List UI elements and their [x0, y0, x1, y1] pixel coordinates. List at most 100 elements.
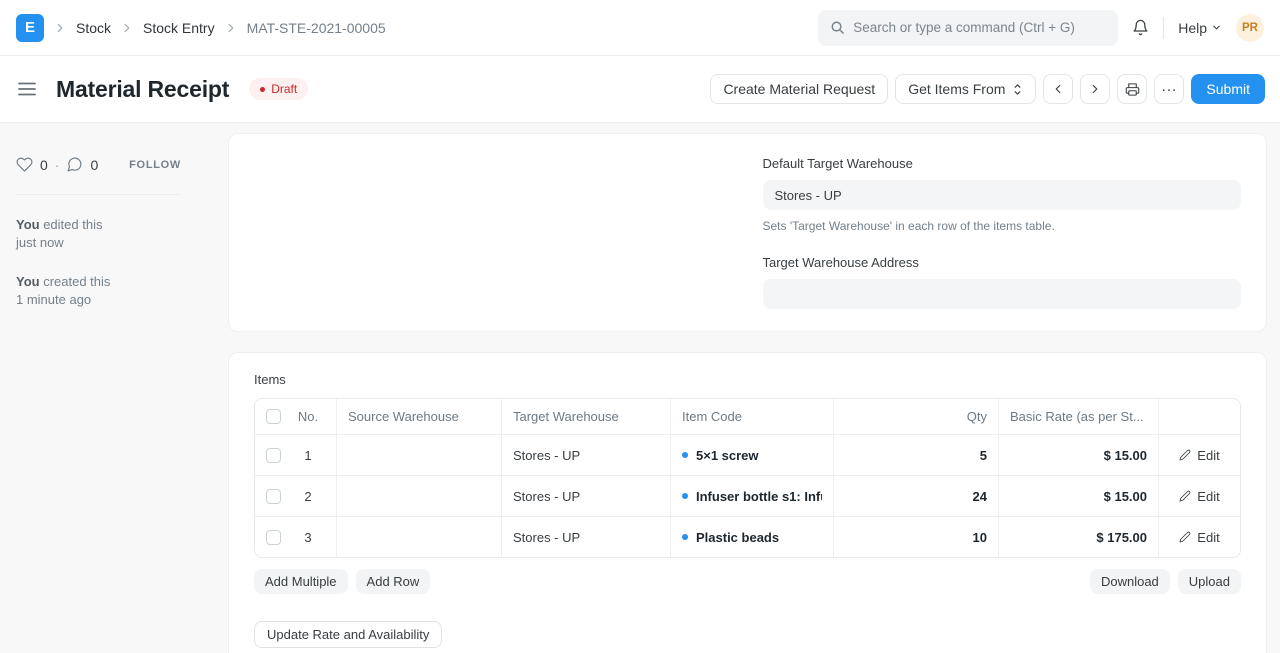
add-row-button[interactable]: Add Row [355, 569, 431, 594]
divider [16, 194, 181, 195]
add-multiple-button[interactable]: Add Multiple [254, 569, 348, 594]
default-target-warehouse-input[interactable] [762, 180, 1241, 210]
help-label: Help [1178, 19, 1207, 36]
search-icon [830, 20, 845, 35]
edit-row-button[interactable]: Edit [1179, 447, 1220, 463]
item-indicator-icon [682, 452, 688, 458]
prev-document-button[interactable] [1043, 74, 1074, 104]
form-body: Default Target Warehouse Sets 'Target Wa… [228, 123, 1280, 653]
warehouse-section: Default Target Warehouse Sets 'Target Wa… [228, 133, 1267, 332]
row-number: 1 [304, 447, 312, 463]
breadcrumb-document-id[interactable]: MAT-STE-2021-00005 [246, 19, 386, 36]
follow-button[interactable]: FOLLOW [129, 158, 181, 171]
qty-cell[interactable]: 24 [834, 476, 999, 516]
heart-icon[interactable] [16, 156, 33, 173]
target-warehouse-cell[interactable]: Stores - UP [502, 517, 671, 557]
chevron-right-icon [53, 21, 67, 35]
item-code-value: Plastic beads [696, 529, 780, 545]
edit-row-button[interactable]: Edit [1179, 489, 1220, 504]
submit-button[interactable]: Submit [1191, 74, 1265, 104]
global-search[interactable] [818, 9, 1119, 46]
items-table: No. Source Warehouse Target Warehouse It… [254, 398, 1241, 558]
basic-rate-cell[interactable]: $ 175.00 [999, 517, 1159, 557]
source-warehouse-cell[interactable] [337, 435, 502, 475]
items-section: Items No. Source Warehouse Target Wareho… [228, 352, 1267, 653]
breadcrumb-stock-entry[interactable]: Stock Entry [143, 19, 215, 36]
erpnext-logo[interactable]: E [16, 13, 44, 42]
timeline-action: edited this [39, 217, 103, 232]
search-input[interactable] [853, 20, 1107, 35]
row-number: 3 [304, 529, 312, 545]
breadcrumb: E Stock Stock Entry MAT-STE-2021-00005 [16, 13, 386, 42]
column-basic-rate: Basic Rate (as per St... [999, 399, 1159, 434]
chevron-right-icon [1088, 82, 1102, 96]
page-title: Material Receipt [56, 75, 230, 102]
row-checkbox[interactable] [266, 447, 281, 463]
basic-rate-cell[interactable]: $ 15.00 [999, 476, 1159, 516]
form-sidebar: 0 · 0 FOLLOW You edited this just now Yo… [0, 123, 228, 653]
edit-row-button[interactable]: Edit [1179, 530, 1220, 545]
select-arrows-icon [1012, 83, 1023, 96]
timeline-entry: You created this 1 minute ago [16, 273, 181, 309]
next-document-button[interactable] [1080, 74, 1111, 104]
item-code-cell[interactable]: 5×1 screw [671, 435, 834, 475]
sidebar-toggle-button[interactable] [16, 80, 38, 98]
divider [1163, 16, 1165, 39]
default-target-warehouse-label: Default Target Warehouse [762, 156, 913, 171]
update-rate-availability-button[interactable]: Update Rate and Availability [254, 621, 443, 648]
timeline-entry: You edited this just now [16, 216, 181, 252]
status-badge: Draft [249, 78, 309, 100]
printer-icon [1125, 82, 1140, 97]
print-button[interactable] [1117, 74, 1148, 104]
table-row: 2 Stores - UP Infuser bottle s1: Infus 2… [255, 475, 1240, 516]
chevron-left-icon [1051, 82, 1065, 96]
source-warehouse-cell[interactable] [337, 517, 502, 557]
target-warehouse-address-label: Target Warehouse Address [762, 255, 919, 270]
navbar: E Stock Stock Entry MAT-STE-2021-00005 H… [0, 0, 1280, 56]
pencil-icon [1179, 531, 1191, 543]
ellipsis-icon: ... [1161, 77, 1178, 95]
help-menu[interactable]: Help [1178, 20, 1222, 36]
item-code-cell[interactable]: Infuser bottle s1: Infus [671, 476, 834, 516]
more-menu-button[interactable]: ... [1154, 74, 1185, 104]
column-no: No. [297, 409, 319, 424]
create-material-request-button[interactable]: Create Material Request [710, 74, 889, 104]
target-warehouse-cell[interactable]: Stores - UP [502, 476, 671, 516]
target-warehouse-address-input[interactable] [762, 279, 1241, 309]
upload-button[interactable]: Upload [1177, 569, 1241, 594]
pencil-icon [1179, 490, 1191, 502]
item-code-cell[interactable]: Plastic beads [671, 517, 834, 557]
timeline-when: just now [16, 235, 64, 250]
target-warehouse-cell[interactable]: Stores - UP [502, 435, 671, 475]
status-dot-icon [260, 86, 266, 92]
column-item-code: Item Code [671, 399, 834, 434]
items-table-header: No. Source Warehouse Target Warehouse It… [255, 399, 1240, 434]
warehouse-section-right-column: Default Target Warehouse Sets 'Target Wa… [748, 134, 1267, 331]
qty-cell[interactable]: 5 [834, 435, 999, 475]
edit-label: Edit [1197, 447, 1220, 463]
comment-icon[interactable] [66, 156, 83, 173]
download-button[interactable]: Download [1089, 569, 1170, 594]
basic-rate-cell[interactable]: $ 15.00 [999, 435, 1159, 475]
qty-cell[interactable]: 10 [834, 517, 999, 557]
user-avatar[interactable]: PR [1236, 13, 1264, 42]
timeline-user: You [16, 274, 40, 289]
default-target-warehouse-help: Sets 'Target Warehouse' in each row of t… [762, 219, 1055, 233]
item-code-value: 5×1 screw [696, 447, 759, 463]
row-number: 2 [304, 488, 312, 504]
source-warehouse-cell[interactable] [337, 476, 502, 516]
comment-count: 0 [90, 156, 99, 173]
item-indicator-icon [682, 493, 688, 499]
bell-icon [1132, 19, 1149, 36]
navbar-actions: Help PR [818, 9, 1264, 46]
dot-separator: · [54, 156, 60, 173]
row-checkbox[interactable] [266, 488, 281, 504]
notifications-button[interactable] [1132, 19, 1149, 36]
breadcrumb-stock[interactable]: Stock [76, 19, 112, 36]
select-all-checkbox[interactable] [266, 409, 281, 424]
get-items-from-label: Get Items From [908, 81, 1006, 97]
row-checkbox[interactable] [266, 529, 281, 545]
table-row: 3 Stores - UP Plastic beads 10 $ 175.00 [255, 516, 1240, 557]
status-label: Draft [271, 82, 298, 96]
get-items-from-button[interactable]: Get Items From [895, 74, 1037, 104]
